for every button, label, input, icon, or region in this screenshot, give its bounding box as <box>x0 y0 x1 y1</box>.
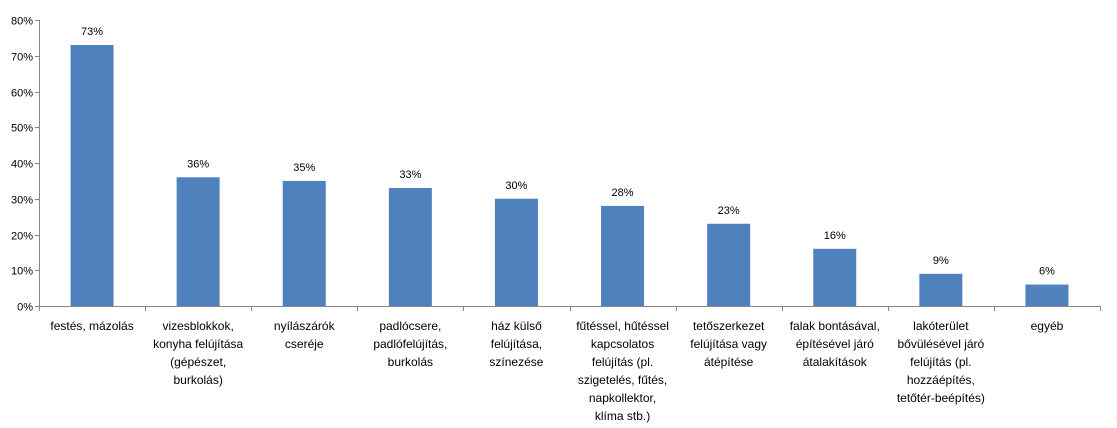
category-label-line: burkolás <box>388 355 433 369</box>
y-tick-label: 50% <box>11 123 33 135</box>
data-label: 35% <box>293 162 315 174</box>
data-label: 16% <box>824 230 846 242</box>
y-tick-label: 30% <box>11 195 33 207</box>
category-label-line: építésével járó <box>796 337 874 351</box>
y-tick-label: 70% <box>11 52 33 64</box>
category-label-line: egyéb <box>1031 319 1064 333</box>
category-label-line: felújítása vagy <box>690 337 767 351</box>
data-label: 73% <box>81 26 103 38</box>
bar <box>282 180 326 306</box>
data-label: 23% <box>718 205 740 217</box>
bar <box>1025 284 1069 306</box>
category-label-line: átépítése <box>704 355 754 369</box>
category-label-line: színezése <box>489 355 543 369</box>
category-label-line: klíma stb.) <box>595 409 650 423</box>
data-label: 30% <box>505 180 527 192</box>
bar <box>919 273 963 306</box>
bar <box>388 188 432 306</box>
y-tick-label: 40% <box>11 159 33 171</box>
category-label: padlócsere, padlófelújítás, burkolás <box>373 319 447 369</box>
category-label: tetőszerkezet felújítása vagy átépítése <box>690 319 767 369</box>
axes <box>35 20 1101 311</box>
category-label-line: napkollektor, <box>589 391 656 405</box>
bar <box>494 198 538 306</box>
y-tick-label: 20% <box>11 231 33 243</box>
data-label: 33% <box>399 169 421 181</box>
category-label: fűtéssel, hűtéssel kapcsolatos felújítás (… <box>576 319 669 423</box>
data-label: 36% <box>187 158 209 170</box>
y-tick-label: 60% <box>11 88 33 100</box>
category-label-line: kapcsolatos <box>591 337 654 351</box>
category-label-line: felújítás (pl. <box>910 355 971 369</box>
category-label-line: (gépészet, <box>170 355 226 369</box>
category-label-line: nyílászárók <box>274 319 336 333</box>
category-label-line: hozzáépítés, <box>907 373 975 387</box>
category-label-line: falak bontásával, <box>790 319 880 333</box>
bars <box>70 45 1069 307</box>
data-label: 6% <box>1039 266 1055 278</box>
category-label-line: konyha felújítása <box>153 337 243 351</box>
bar <box>70 45 114 307</box>
category-label-line: felújítása, <box>491 337 542 351</box>
y-tick-label: 0% <box>17 302 33 314</box>
category-label: ház külső felújítása, színezése <box>489 319 543 369</box>
category-label: nyílászárók cseréje <box>274 319 336 351</box>
category-label: festés, mázolás <box>50 319 133 333</box>
category-label-line: átalakítások <box>803 355 868 369</box>
bar <box>601 205 645 306</box>
bar <box>813 248 857 306</box>
bar <box>176 177 220 306</box>
category-label-line: szigetelés, fűtés, <box>578 373 667 387</box>
data-label: 9% <box>933 255 949 267</box>
category-label: egyéb <box>1031 319 1064 333</box>
category-label-line: padlófelújítás, <box>373 337 447 351</box>
category-label-line: cseréje <box>285 337 324 351</box>
category-label: lakóterület bővülésével járó felújítás (pl… <box>897 319 985 405</box>
category-label-line: burkolás) <box>173 373 222 387</box>
y-tick-label: 80% <box>11 16 33 28</box>
category-label-line: fűtéssel, hűtéssel <box>576 319 669 333</box>
category-label-line: tetőtér-beépítés) <box>897 391 985 405</box>
y-tick-labels: 0% 10% 20% 30% 40% 50% 60% 70% 80% <box>11 16 33 314</box>
category-label-line: festés, mázolás <box>50 319 133 333</box>
category-label: falak bontásával, építésével járó átalakít… <box>790 319 880 369</box>
bar <box>707 223 751 306</box>
category-label-line: vizesblokkok, <box>162 319 233 333</box>
category-label-line: padlócsere, <box>379 319 441 333</box>
category-label: vizesblokkok, konyha felújítása (gépészet,… <box>153 319 243 387</box>
category-label-line: bővülésével járó <box>897 337 984 351</box>
data-labels: 73% 36% 35% 33% 30% 28% 23% 16% 9% 6% <box>81 26 1055 278</box>
category-label-line: felújítás (pl. <box>592 355 653 369</box>
data-label: 28% <box>612 187 634 199</box>
category-label-line: lakóterület <box>913 319 969 333</box>
category-label-line: ház külső <box>491 319 542 333</box>
category-labels: festés, mázolás vizesblokkok, konyha felúj… <box>50 319 1063 423</box>
category-label-line: tetőszerkezet <box>693 319 765 333</box>
y-tick-label: 10% <box>11 266 33 278</box>
